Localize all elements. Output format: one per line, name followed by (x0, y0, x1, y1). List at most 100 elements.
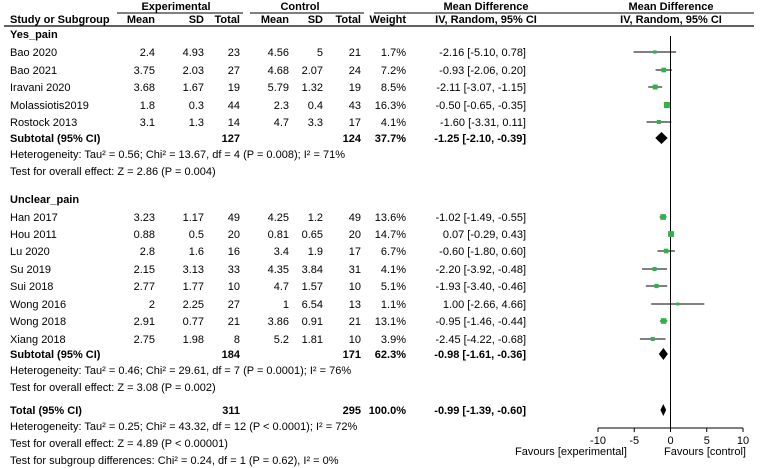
study-ci: 1.00 [-2.66, 4.66] (443, 299, 526, 311)
study-name: Bao 2021 (10, 65, 57, 77)
exp-total: 21 (228, 316, 240, 328)
ctl-sd: 6.54 (302, 299, 323, 311)
effect-square (663, 248, 669, 254)
study-weight: 16.3% (375, 100, 406, 112)
ctl-total: 17 (349, 246, 361, 258)
col-sd2: SD (308, 14, 323, 26)
overall-effect-text: Test for overall effect: Z = 3.08 (P = 0… (10, 382, 216, 394)
ctl-total: 10 (349, 281, 361, 293)
study-weight: 1.7% (381, 47, 406, 59)
study-ci: -2.16 [-5.10, 0.78] (439, 47, 526, 59)
study-name: Xiang 2018 (10, 334, 66, 346)
exp-sd: 1.3 (189, 117, 204, 129)
effect-square (650, 337, 655, 341)
study-weight: 1.1% (381, 299, 406, 311)
subtotal-exp-total: 184 (222, 349, 241, 361)
exp-total: 10 (228, 281, 240, 293)
total-heterogeneity-text: Heterogeneity: Tau² = 0.25; Chi² = 43.32… (10, 421, 357, 433)
subtotal-exp-total: 127 (222, 133, 240, 145)
exp-mean: 2 (149, 299, 155, 311)
exp-mean: 2.91 (134, 316, 155, 328)
ctl-sd: 3.84 (302, 264, 323, 276)
col-method-left: IV, Random, 95% CI (435, 14, 537, 26)
group2-header: Control (280, 1, 319, 13)
exp-sd: 1.6 (189, 246, 204, 258)
study-weight: 4.1% (381, 117, 406, 129)
exp-total: 23 (228, 47, 240, 59)
exp-total: 49 (228, 212, 240, 224)
exp-sd: 0.5 (189, 229, 204, 241)
ctl-total: 21 (349, 47, 361, 59)
exp-mean: 2.75 (134, 334, 155, 346)
exp-sd: 4.93 (183, 47, 204, 59)
exp-mean: 2.8 (140, 246, 155, 258)
ctl-sd: 1.32 (302, 82, 323, 94)
ctl-sd: 2.07 (302, 65, 323, 77)
exp-total: 33 (228, 264, 240, 276)
effect-square (653, 50, 657, 54)
study-weight: 3.9% (381, 334, 406, 346)
total-ctl-total: 295 (343, 405, 361, 417)
exp-sd: 1.17 (183, 212, 204, 224)
exp-mean: 3.68 (134, 82, 155, 94)
x-tick-label: -5 (629, 435, 639, 447)
ctl-mean: 4.7 (274, 117, 289, 129)
exp-sd: 0.3 (189, 100, 204, 112)
subtotal-ci: -0.98 [-1.61, -0.36] (434, 349, 526, 361)
study-ci: -0.50 [-0.65, -0.35] (436, 100, 527, 112)
exp-mean: 0.88 (134, 229, 155, 241)
subtotal-weight: 37.7% (375, 133, 406, 145)
col-mean2: Mean (261, 14, 289, 26)
study-weight: 7.2% (381, 65, 406, 77)
exp-sd: 1.77 (183, 281, 204, 293)
study-weight: 13.6% (375, 212, 406, 224)
pooled-diamond (658, 348, 668, 360)
col-method-right: IV, Random, 95% CI (620, 14, 722, 26)
ctl-mean: 4.25 (268, 212, 289, 224)
study-name: Su 2019 (10, 264, 51, 276)
favours-control-label: Favours [control] (664, 446, 746, 458)
ctl-mean: 5.2 (274, 334, 289, 346)
effect-square (656, 119, 661, 125)
exp-total: 8 (234, 334, 240, 346)
ctl-mean: 1 (283, 299, 289, 311)
subtotal-label: Subtotal (95% CI) (10, 133, 101, 145)
ctl-total: 21 (349, 316, 361, 328)
study-name: Bao 2020 (10, 47, 57, 59)
study-ci: -1.93 [-3.40, -0.46] (436, 281, 527, 293)
total-overall-effect-text: Test for overall effect: Z = 4.89 (P < 0… (10, 438, 228, 450)
md-header-left: Mean Difference (444, 1, 529, 13)
ctl-total: 31 (349, 264, 361, 276)
study-name: Wong 2016 (10, 299, 66, 311)
effect-square (660, 318, 667, 324)
study-name: Hou 2011 (10, 229, 57, 241)
effect-square (652, 84, 658, 90)
subtotal-ctl-total: 171 (343, 349, 361, 361)
ctl-mean: 3.4 (274, 246, 289, 258)
exp-sd: 1.98 (183, 334, 204, 346)
exp-mean: 3.75 (134, 65, 155, 77)
col-total2: Total (336, 14, 361, 26)
ctl-total: 13 (349, 299, 361, 311)
subgroup-difference-text: Test for subgroup differences: Chi² = 0.… (10, 455, 339, 467)
subtotal-ctl-total: 124 (343, 133, 362, 145)
ctl-total: 17 (349, 117, 361, 129)
ctl-mean: 4.68 (268, 65, 289, 77)
subtotal-ci: -1.25 [-2.10, -0.39] (434, 133, 526, 145)
exp-sd: 2.03 (183, 65, 204, 77)
x-tick-label: 10 (737, 435, 749, 447)
col-sd1: SD (189, 14, 204, 26)
ctl-sd: 0.4 (308, 100, 323, 112)
col-study: Study or Subgroup (10, 14, 110, 26)
effect-square (663, 101, 670, 109)
study-weight: 14.7% (375, 229, 406, 241)
ctl-total: 43 (349, 100, 361, 112)
exp-total: 44 (228, 100, 240, 112)
exp-total: 19 (228, 82, 240, 94)
ctl-mean: 0.81 (268, 229, 289, 241)
exp-sd: 3.13 (183, 264, 204, 276)
exp-sd: 2.25 (183, 299, 204, 311)
study-ci: -2.20 [-3.92, -0.48] (436, 264, 527, 276)
group1-header: Experimental (141, 1, 210, 13)
study-ci: -1.02 [-1.49, -0.55] (436, 212, 527, 224)
